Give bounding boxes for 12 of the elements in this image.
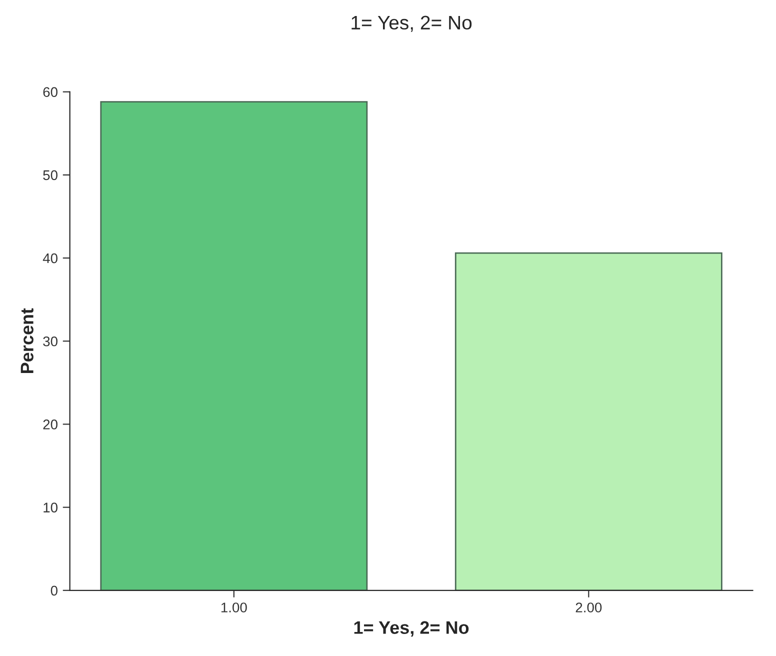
y-axis-title: Percent xyxy=(20,308,34,374)
y-tick-label: 0 xyxy=(50,586,58,596)
y-tick-label: 40 xyxy=(42,253,58,264)
x-axis-title: 1= Yes, 2= No xyxy=(354,621,469,637)
y-tick-label: 20 xyxy=(43,420,58,430)
x-tick-label: 2.00 xyxy=(576,602,602,612)
y-tick-label: 60 xyxy=(43,87,58,98)
y-tick-label: 50 xyxy=(43,170,58,180)
y-tick-label: 30 xyxy=(43,336,58,346)
y-tick-label: 10 xyxy=(44,502,58,512)
chart-title: 1= Yes, 2= No xyxy=(352,16,472,32)
x-tick-label: 1.00 xyxy=(221,602,247,612)
